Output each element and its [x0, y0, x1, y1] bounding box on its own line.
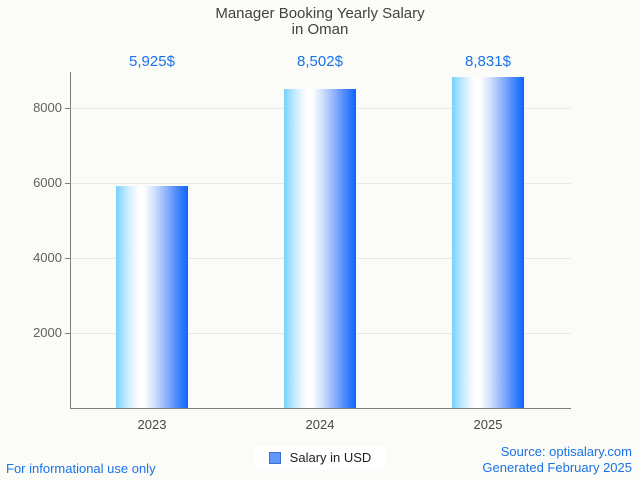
- legend-item-salary-in-usd: Salary in USD: [254, 446, 386, 469]
- y-axis-tick-label-6000: 6000: [33, 175, 62, 190]
- y-axis-tick-label-8000: 8000: [33, 100, 62, 115]
- disclaimer-text: For informational use only: [6, 461, 156, 476]
- source-info: Source: optisalary.com Generated Februar…: [482, 444, 632, 476]
- plot-area: [65, 72, 571, 409]
- legend-label: Salary in USD: [289, 450, 372, 465]
- generated-text: Generated February 2025: [482, 460, 632, 475]
- bar-value-label-2025: 8,831$: [465, 53, 511, 70]
- y-axis-tick-8000: [65, 108, 70, 109]
- x-axis-label-2023: 2023: [137, 417, 167, 432]
- bar-2024[interactable]: [284, 89, 356, 408]
- bar-2025[interactable]: [452, 77, 524, 408]
- y-axis-line: [70, 72, 71, 408]
- source-text: Source: optisalary.com: [500, 444, 632, 459]
- y-axis-tick-6000: [65, 183, 70, 184]
- bar-2023[interactable]: [116, 186, 188, 408]
- x-axis-label-2025: 2025: [473, 417, 503, 432]
- bar-value-label-2024: 8,502$: [297, 53, 343, 70]
- y-axis-tick-label-2000: 2000: [33, 325, 62, 340]
- y-axis-tick-4000: [65, 258, 70, 259]
- chart-title: Manager Booking Yearly Salary in Oman: [0, 5, 640, 38]
- chart-title-line1: Manager Booking Yearly Salary: [215, 5, 425, 22]
- x-axis-line: [70, 408, 571, 409]
- y-axis-tick-2000: [65, 333, 70, 334]
- x-axis-label-2024: 2024: [305, 417, 335, 432]
- legend: Salary in USD: [0, 446, 640, 469]
- bar-value-label-2023: 5,925$: [129, 53, 175, 70]
- legend-swatch-icon: [268, 451, 281, 464]
- y-axis-tick-label-4000: 4000: [33, 250, 62, 265]
- chart-title-line2: in Oman: [291, 21, 349, 38]
